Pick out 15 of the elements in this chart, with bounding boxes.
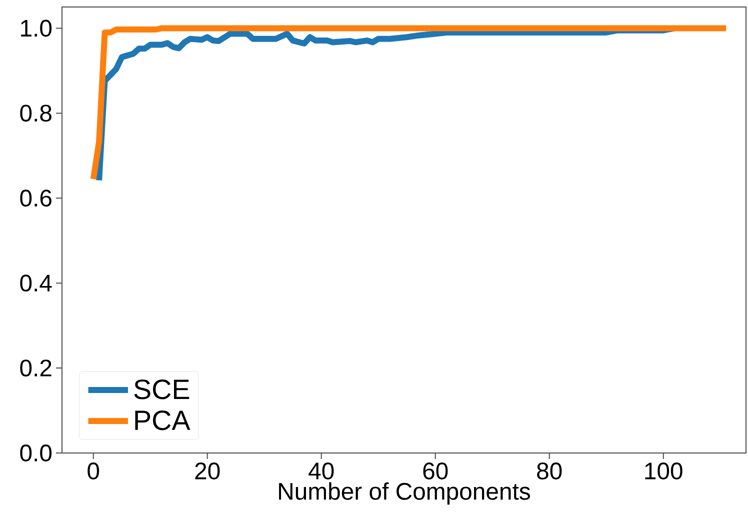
- y-tick-label: 0.2: [20, 360, 52, 377]
- legend-label: SCE: [134, 380, 190, 400]
- y-tick-label: 0.0: [20, 444, 52, 462]
- x-axis-title: Number of Components: [279, 482, 530, 505]
- legend-label: PCA: [135, 410, 190, 430]
- x-tick-label: 0: [88, 462, 100, 480]
- x-tick-label: 80: [537, 462, 562, 480]
- y-tick-label: 0.4: [20, 274, 52, 292]
- x-tick-label: 100: [645, 462, 682, 480]
- x-tick-label: 20: [195, 462, 220, 480]
- y-tick-label: 0.8: [20, 104, 52, 122]
- x-tick-label: 60: [423, 462, 448, 480]
- x-tick-label: 40: [308, 462, 334, 480]
- y-tick-label: 0.6: [20, 190, 52, 207]
- y-tick-label: 1.0: [21, 20, 52, 37]
